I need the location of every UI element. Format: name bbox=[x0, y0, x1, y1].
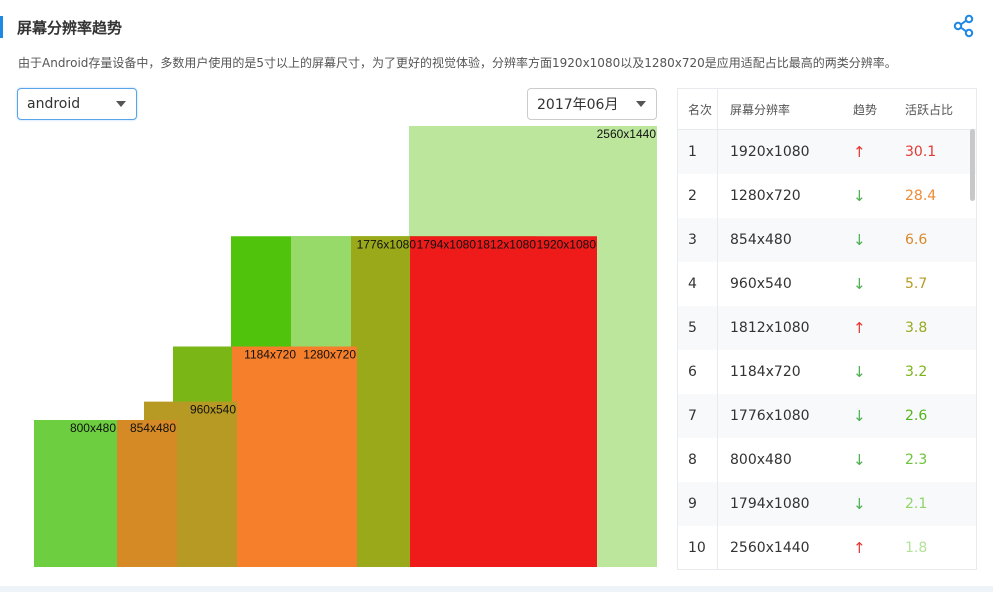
header-share: 活跃占比 bbox=[905, 102, 954, 117]
page-title: 屏幕分辨率趋势 bbox=[17, 18, 123, 37]
resolution-cell: 2560x1440 bbox=[730, 540, 810, 556]
share-value: 3.2 bbox=[905, 364, 928, 380]
rank-cell: 3 bbox=[678, 218, 718, 262]
bar-1920x1080[interactable] bbox=[410, 236, 597, 567]
resolution-cell: 1280x720 bbox=[730, 188, 801, 204]
arrow-down-icon: ↓ bbox=[853, 231, 866, 249]
bar-label: 1184x720 bbox=[244, 348, 296, 362]
header-resolution: 屏幕分辨率 bbox=[730, 102, 791, 117]
rank-cell: 5 bbox=[678, 306, 718, 350]
month-select-value: 2017年06月 bbox=[537, 97, 619, 113]
table-header: 名次 屏幕分辨率 趋势 活跃占比 bbox=[678, 89, 976, 130]
rank-cell: 10 bbox=[678, 526, 718, 569]
table-row[interactable]: 8 800x480 ↓ 2.3 bbox=[678, 438, 976, 482]
table-row[interactable]: 9 1794x1080 ↓ 2.1 bbox=[678, 482, 976, 526]
arrow-up-icon: ↑ bbox=[853, 143, 866, 161]
rank-cell: 9 bbox=[678, 482, 718, 526]
bar-800x480[interactable] bbox=[34, 420, 117, 567]
resolution-cell: 800x480 bbox=[730, 452, 792, 468]
rank-cell: 1 bbox=[678, 130, 718, 174]
resolution-table: 名次 屏幕分辨率 趋势 活跃占比 1 1920x1080 ↑ 30.1 2 1280x72… bbox=[677, 88, 977, 570]
bar-1280x720[interactable] bbox=[232, 346, 357, 568]
resolution-cell: 1920x1080 bbox=[730, 144, 810, 160]
rank-cell: 8 bbox=[678, 438, 718, 482]
share-icon[interactable] bbox=[953, 14, 975, 38]
bar-label: 1280x720 bbox=[303, 348, 356, 362]
title-accent-bar bbox=[0, 16, 3, 38]
bar-label: 1776x1080 bbox=[357, 237, 417, 251]
rank-cell: 2 bbox=[678, 174, 718, 218]
table-row[interactable]: 7 1776x1080 ↓ 2.6 bbox=[678, 394, 976, 438]
arrow-up-icon: ↑ bbox=[853, 539, 866, 557]
bar-label: 1920x1080 bbox=[537, 237, 597, 251]
chevron-down-icon bbox=[116, 101, 126, 107]
table-row[interactable]: 10 2560x1440 ↑ 1.8 bbox=[678, 526, 976, 569]
arrow-down-icon: ↓ bbox=[853, 363, 866, 381]
arrow-down-icon: ↓ bbox=[853, 451, 866, 469]
resolution-cell: 1776x1080 bbox=[730, 408, 810, 424]
header-rank: 名次 bbox=[678, 89, 718, 129]
resolution-chart: 2560x1440 1920x10801812x10801794x10801776… bbox=[34, 126, 657, 568]
share-value: 2.6 bbox=[905, 408, 928, 424]
arrow-up-icon: ↑ bbox=[853, 319, 866, 337]
rank-cell: 6 bbox=[678, 350, 718, 394]
arrow-down-icon: ↓ bbox=[853, 187, 866, 205]
resolution-cell: 960x540 bbox=[730, 276, 792, 292]
resolution-cell: 1184x720 bbox=[730, 364, 801, 380]
os-select[interactable]: android bbox=[17, 88, 137, 120]
arrow-down-icon: ↓ bbox=[853, 407, 866, 425]
table-row[interactable]: 1 1920x1080 ↑ 30.1 bbox=[678, 130, 976, 174]
share-value: 2.1 bbox=[905, 496, 928, 512]
bar-label: 2560x1440 bbox=[597, 127, 657, 141]
month-select[interactable]: 2017年06月 bbox=[527, 88, 657, 120]
share-value: 2.3 bbox=[905, 452, 928, 468]
bar-label: 1812x1080 bbox=[477, 237, 537, 251]
table-row[interactable]: 4 960x540 ↓ 5.7 bbox=[678, 262, 976, 306]
section-header: 屏幕分辨率趋势 bbox=[0, 14, 122, 40]
rank-cell: 4 bbox=[678, 262, 718, 306]
share-value: 3.8 bbox=[905, 320, 928, 336]
resolution-cell: 1812x1080 bbox=[730, 320, 810, 336]
table-row[interactable]: 6 1184x720 ↓ 3.2 bbox=[678, 350, 976, 394]
rank-cell: 7 bbox=[678, 394, 718, 438]
arrow-down-icon: ↓ bbox=[853, 495, 866, 513]
header-trend: 趋势 bbox=[853, 102, 878, 117]
resolution-cell: 854x480 bbox=[730, 232, 792, 248]
bar-label: 800x480 bbox=[70, 421, 116, 435]
os-select-value: android bbox=[27, 96, 81, 112]
table-row[interactable]: 5 1812x1080 ↑ 3.8 bbox=[678, 306, 976, 350]
scrollbar-thumb[interactable] bbox=[970, 129, 975, 201]
bottom-divider bbox=[0, 586, 993, 592]
share-value: 30.1 bbox=[905, 144, 937, 160]
description-text: 由于Android存量设备中，多数用户使用的是5寸以上的屏幕尺寸，为了更好的视觉… bbox=[18, 56, 897, 70]
bar-label: 960x540 bbox=[190, 403, 236, 417]
share-value: 1.8 bbox=[905, 540, 928, 556]
bar-label: 854x480 bbox=[130, 421, 176, 435]
share-value: 28.4 bbox=[905, 188, 937, 204]
share-value: 5.7 bbox=[905, 276, 928, 292]
table-row[interactable]: 3 854x480 ↓ 6.6 bbox=[678, 218, 976, 262]
arrow-down-icon: ↓ bbox=[853, 275, 866, 293]
resolution-cell: 1794x1080 bbox=[730, 496, 810, 512]
chevron-down-icon bbox=[636, 101, 646, 107]
table-row[interactable]: 2 1280x720 ↓ 28.4 bbox=[678, 174, 976, 218]
table-body: 1 1920x1080 ↑ 30.1 2 1280x720 ↓ 28.4 3 854x480 ↓ 6.… bbox=[678, 130, 976, 569]
share-value: 6.6 bbox=[905, 232, 928, 248]
bar-label: 1794x1080 bbox=[417, 237, 477, 251]
